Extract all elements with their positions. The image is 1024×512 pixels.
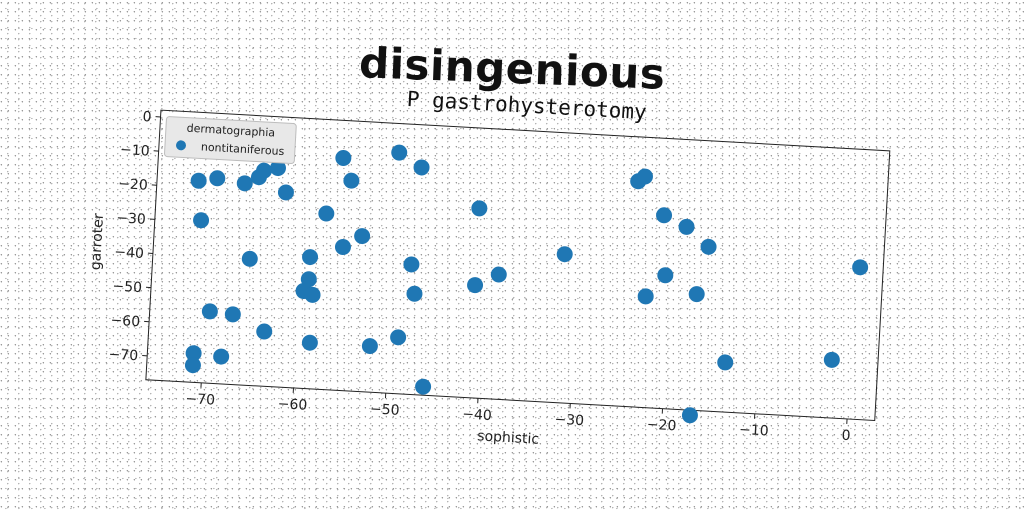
data-point <box>681 407 698 424</box>
x-tick-label: −10 <box>739 422 769 440</box>
data-point <box>556 246 573 263</box>
data-point <box>241 250 258 267</box>
x-tick-label: 0 <box>841 428 851 444</box>
data-point <box>403 256 420 273</box>
x-tick-label: −50 <box>370 401 400 419</box>
data-point <box>335 149 352 166</box>
x-tick-label: −70 <box>185 391 215 409</box>
data-point <box>304 286 321 303</box>
data-point <box>700 238 717 255</box>
data-point <box>256 323 273 340</box>
data-point <box>361 338 378 355</box>
data-point <box>224 306 241 323</box>
legend-title: dermatographia <box>186 122 275 140</box>
data-point <box>717 354 734 371</box>
legend-box <box>164 116 297 164</box>
y-tick-label: −70 <box>108 347 138 365</box>
data-point <box>823 351 840 368</box>
data-point <box>301 334 318 351</box>
data-point <box>490 266 507 283</box>
y-axis-ticks: 0 −10 −20 −30 −40 −50 −60 −70 <box>108 109 161 365</box>
data-point <box>193 212 210 229</box>
data-point <box>256 162 273 179</box>
y-tick-label: −10 <box>120 142 150 160</box>
chart-group: P gastrohysterotomy −70 −60 −50 −40 −30 −20 −1… <box>88 87 891 448</box>
data-point <box>413 159 430 176</box>
data-point <box>656 207 673 224</box>
y-tick-label: −50 <box>112 278 142 296</box>
data-point <box>236 175 253 192</box>
data-point <box>354 228 371 245</box>
data-point <box>471 200 488 217</box>
data-point <box>390 329 407 346</box>
data-point <box>391 144 408 161</box>
legend-marker <box>176 140 187 151</box>
data-point <box>343 172 360 189</box>
data-point <box>467 277 484 294</box>
data-point <box>185 345 202 362</box>
data-point <box>190 172 207 189</box>
x-axis-label: sophistic <box>477 428 540 447</box>
x-tick-label: −30 <box>554 412 584 430</box>
data-point <box>636 168 653 185</box>
y-tick-label: −30 <box>116 210 146 228</box>
data-point <box>415 378 432 395</box>
chart-title: P gastrohysterotomy <box>406 87 647 124</box>
x-axis-ticks: −70 −60 −50 −40 −30 −20 −10 0 <box>185 382 851 444</box>
data-point <box>269 160 286 177</box>
data-point <box>852 259 869 276</box>
data-point <box>302 249 319 266</box>
data-point <box>184 357 201 374</box>
y-axis-label: garroter <box>88 213 107 271</box>
x-tick-label: −60 <box>277 396 307 414</box>
data-point <box>209 170 226 187</box>
y-tick-label: −20 <box>118 176 148 194</box>
data-point <box>201 303 218 320</box>
data-point <box>657 267 674 284</box>
y-tick-label: −60 <box>110 313 140 331</box>
legend-entry: nontitaniferous <box>201 140 285 158</box>
data-point <box>688 286 705 303</box>
data-point <box>678 218 695 235</box>
data-point <box>318 205 335 222</box>
data-point <box>406 285 423 302</box>
points-layer <box>184 144 869 424</box>
legend: dermatographia nontitaniferous <box>164 116 297 164</box>
data-point <box>334 239 351 256</box>
y-tick-label: 0 <box>142 109 152 125</box>
data-point <box>213 348 230 365</box>
plot-frame <box>145 109 891 421</box>
data-point <box>637 288 654 305</box>
data-point <box>277 184 294 201</box>
y-tick-label: −40 <box>114 244 144 262</box>
x-tick-label: −40 <box>462 406 492 424</box>
x-tick-label: −20 <box>646 417 676 435</box>
